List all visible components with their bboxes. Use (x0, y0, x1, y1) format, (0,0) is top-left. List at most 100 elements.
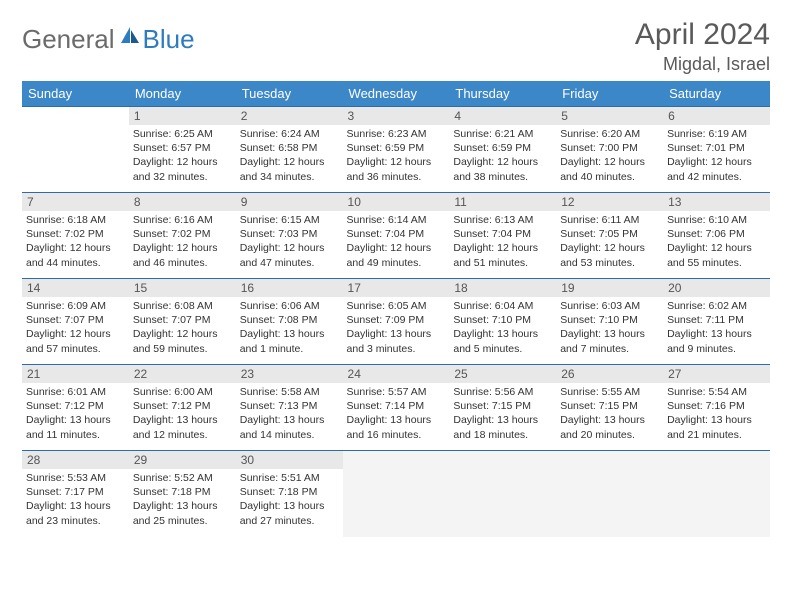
day-details: Sunrise: 6:16 AMSunset: 7:02 PMDaylight:… (129, 211, 236, 274)
calendar-cell: 16Sunrise: 6:06 AMSunset: 7:08 PMDayligh… (236, 279, 343, 365)
calendar-cell: 27Sunrise: 5:54 AMSunset: 7:16 PMDayligh… (663, 365, 770, 451)
calendar-cell: 21Sunrise: 6:01 AMSunset: 7:12 PMDayligh… (22, 365, 129, 451)
day-details: Sunrise: 6:01 AMSunset: 7:12 PMDaylight:… (22, 383, 129, 446)
day-details: Sunrise: 6:15 AMSunset: 7:03 PMDaylight:… (236, 211, 343, 274)
calendar-cell: 22Sunrise: 6:00 AMSunset: 7:12 PMDayligh… (129, 365, 236, 451)
day-details: Sunrise: 6:05 AMSunset: 7:09 PMDaylight:… (343, 297, 450, 360)
day-details: Sunrise: 6:06 AMSunset: 7:08 PMDaylight:… (236, 297, 343, 360)
logo: General Blue (22, 24, 195, 55)
calendar-cell: 30Sunrise: 5:51 AMSunset: 7:18 PMDayligh… (236, 451, 343, 537)
weekday-header: Saturday (663, 81, 770, 107)
calendar-cell (343, 451, 450, 537)
day-number: 8 (129, 193, 236, 211)
day-number: 26 (556, 365, 663, 383)
calendar-cell: 25Sunrise: 5:56 AMSunset: 7:15 PMDayligh… (449, 365, 556, 451)
calendar-cell (22, 107, 129, 193)
day-number: 12 (556, 193, 663, 211)
weekday-header: Sunday (22, 81, 129, 107)
calendar-cell: 8Sunrise: 6:16 AMSunset: 7:02 PMDaylight… (129, 193, 236, 279)
calendar-week-row: 28Sunrise: 5:53 AMSunset: 7:17 PMDayligh… (22, 451, 770, 537)
day-details: Sunrise: 6:09 AMSunset: 7:07 PMDaylight:… (22, 297, 129, 360)
calendar-cell: 28Sunrise: 5:53 AMSunset: 7:17 PMDayligh… (22, 451, 129, 537)
weekday-header: Thursday (449, 81, 556, 107)
day-number: 25 (449, 365, 556, 383)
calendar-cell: 15Sunrise: 6:08 AMSunset: 7:07 PMDayligh… (129, 279, 236, 365)
calendar-cell: 23Sunrise: 5:58 AMSunset: 7:13 PMDayligh… (236, 365, 343, 451)
day-details: Sunrise: 5:57 AMSunset: 7:14 PMDaylight:… (343, 383, 450, 446)
day-details: Sunrise: 6:00 AMSunset: 7:12 PMDaylight:… (129, 383, 236, 446)
day-number: 5 (556, 107, 663, 125)
weekday-header: Wednesday (343, 81, 450, 107)
calendar-week-row: 7Sunrise: 6:18 AMSunset: 7:02 PMDaylight… (22, 193, 770, 279)
day-details: Sunrise: 5:58 AMSunset: 7:13 PMDaylight:… (236, 383, 343, 446)
logo-sail-icon (119, 25, 141, 50)
calendar-week-row: 21Sunrise: 6:01 AMSunset: 7:12 PMDayligh… (22, 365, 770, 451)
day-details: Sunrise: 5:53 AMSunset: 7:17 PMDaylight:… (22, 469, 129, 532)
day-number: 24 (343, 365, 450, 383)
calendar-cell: 9Sunrise: 6:15 AMSunset: 7:03 PMDaylight… (236, 193, 343, 279)
day-number: 27 (663, 365, 770, 383)
weekday-header: Friday (556, 81, 663, 107)
day-details: Sunrise: 6:08 AMSunset: 7:07 PMDaylight:… (129, 297, 236, 360)
day-details: Sunrise: 6:18 AMSunset: 7:02 PMDaylight:… (22, 211, 129, 274)
day-number: 20 (663, 279, 770, 297)
day-details: Sunrise: 6:13 AMSunset: 7:04 PMDaylight:… (449, 211, 556, 274)
logo-text-blue: Blue (143, 24, 195, 55)
calendar-cell: 11Sunrise: 6:13 AMSunset: 7:04 PMDayligh… (449, 193, 556, 279)
day-number: 16 (236, 279, 343, 297)
day-number: 15 (129, 279, 236, 297)
day-details: Sunrise: 6:24 AMSunset: 6:58 PMDaylight:… (236, 125, 343, 188)
day-number: 6 (663, 107, 770, 125)
header: General Blue April 2024 Migdal, Israel (22, 18, 770, 75)
weekday-header: Tuesday (236, 81, 343, 107)
day-details: Sunrise: 5:56 AMSunset: 7:15 PMDaylight:… (449, 383, 556, 446)
day-details: Sunrise: 6:25 AMSunset: 6:57 PMDaylight:… (129, 125, 236, 188)
weekday-header-row: SundayMondayTuesdayWednesdayThursdayFrid… (22, 81, 770, 107)
day-number: 13 (663, 193, 770, 211)
day-details: Sunrise: 5:51 AMSunset: 7:18 PMDaylight:… (236, 469, 343, 532)
day-number: 9 (236, 193, 343, 211)
day-details: Sunrise: 6:04 AMSunset: 7:10 PMDaylight:… (449, 297, 556, 360)
day-details: Sunrise: 6:02 AMSunset: 7:11 PMDaylight:… (663, 297, 770, 360)
calendar-cell: 6Sunrise: 6:19 AMSunset: 7:01 PMDaylight… (663, 107, 770, 193)
calendar-cell: 19Sunrise: 6:03 AMSunset: 7:10 PMDayligh… (556, 279, 663, 365)
calendar-cell: 29Sunrise: 5:52 AMSunset: 7:18 PMDayligh… (129, 451, 236, 537)
day-details: Sunrise: 6:19 AMSunset: 7:01 PMDaylight:… (663, 125, 770, 188)
day-number: 11 (449, 193, 556, 211)
calendar-cell: 1Sunrise: 6:25 AMSunset: 6:57 PMDaylight… (129, 107, 236, 193)
calendar-cell: 13Sunrise: 6:10 AMSunset: 7:06 PMDayligh… (663, 193, 770, 279)
calendar-week-row: 1Sunrise: 6:25 AMSunset: 6:57 PMDaylight… (22, 107, 770, 193)
title-block: April 2024 Migdal, Israel (635, 18, 770, 75)
day-number: 28 (22, 451, 129, 469)
calendar-cell: 2Sunrise: 6:24 AMSunset: 6:58 PMDaylight… (236, 107, 343, 193)
location-label: Migdal, Israel (635, 54, 770, 75)
day-details: Sunrise: 5:52 AMSunset: 7:18 PMDaylight:… (129, 469, 236, 532)
day-number: 3 (343, 107, 450, 125)
calendar-cell: 5Sunrise: 6:20 AMSunset: 7:00 PMDaylight… (556, 107, 663, 193)
calendar-cell: 24Sunrise: 5:57 AMSunset: 7:14 PMDayligh… (343, 365, 450, 451)
weekday-header: Monday (129, 81, 236, 107)
day-details: Sunrise: 5:54 AMSunset: 7:16 PMDaylight:… (663, 383, 770, 446)
calendar-cell (449, 451, 556, 537)
day-number: 29 (129, 451, 236, 469)
day-number: 19 (556, 279, 663, 297)
day-details: Sunrise: 6:10 AMSunset: 7:06 PMDaylight:… (663, 211, 770, 274)
day-number: 21 (22, 365, 129, 383)
day-number: 30 (236, 451, 343, 469)
day-details: Sunrise: 6:14 AMSunset: 7:04 PMDaylight:… (343, 211, 450, 274)
day-number: 14 (22, 279, 129, 297)
day-details: Sunrise: 6:03 AMSunset: 7:10 PMDaylight:… (556, 297, 663, 360)
day-number: 18 (449, 279, 556, 297)
calendar-cell: 12Sunrise: 6:11 AMSunset: 7:05 PMDayligh… (556, 193, 663, 279)
page-title: April 2024 (635, 18, 770, 52)
logo-text-general: General (22, 24, 115, 55)
calendar-cell: 20Sunrise: 6:02 AMSunset: 7:11 PMDayligh… (663, 279, 770, 365)
day-number: 2 (236, 107, 343, 125)
calendar-cell: 4Sunrise: 6:21 AMSunset: 6:59 PMDaylight… (449, 107, 556, 193)
calendar-cell: 7Sunrise: 6:18 AMSunset: 7:02 PMDaylight… (22, 193, 129, 279)
day-number: 1 (129, 107, 236, 125)
calendar-cell: 26Sunrise: 5:55 AMSunset: 7:15 PMDayligh… (556, 365, 663, 451)
calendar-cell (663, 451, 770, 537)
day-number: 7 (22, 193, 129, 211)
day-details: Sunrise: 5:55 AMSunset: 7:15 PMDaylight:… (556, 383, 663, 446)
